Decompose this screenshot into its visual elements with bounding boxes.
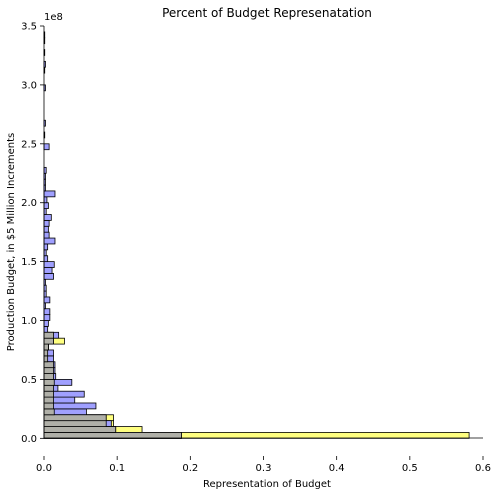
x-tick-label: 0.6 <box>475 463 491 474</box>
y-tick-label: 2.0 <box>21 198 37 209</box>
x-tick-label: 0.3 <box>256 463 272 474</box>
bar-series-1-bin-23 <box>43 296 51 304</box>
bar-series-1-bin-32 <box>43 243 49 251</box>
bar-series-1-bin-27 <box>43 272 54 280</box>
bar-series-1-bin-36 <box>43 219 50 227</box>
x-tick-label: 0.5 <box>402 463 418 474</box>
x-ticks-group: 0.0 0.1 0.2 0.3 0.4 0.5 0.6 <box>36 456 491 474</box>
bar-series-2-bin-8 <box>43 384 54 392</box>
bar-series-1-bin-28 <box>43 267 53 274</box>
bar-series-1-bin-33 <box>43 237 56 245</box>
bar-series-2-bin-0 <box>43 432 182 439</box>
y-tick-label: 2.5 <box>21 139 37 150</box>
bar-series-2-bin-17 <box>43 331 54 339</box>
bar-series-2-bin-7 <box>43 390 54 398</box>
bar-series-1-bin-20 <box>43 314 51 321</box>
bar-series-2-bin-6 <box>43 396 54 404</box>
bar-series-1-bin-29 <box>43 261 55 268</box>
bar-series-1-bin-40 <box>43 196 48 204</box>
bar-series-2-bin-1 <box>43 426 117 433</box>
y-tick-label: 3.5 <box>21 22 37 33</box>
bar-series-2-bin-16 <box>43 337 54 345</box>
bar-series-1-bin-41 <box>43 190 56 198</box>
bar-series-2-bin-15 <box>43 343 49 351</box>
bar-series-2-bin-14 <box>43 349 49 357</box>
y-axis-title: Production Budget, in $5 Million Increme… <box>6 133 17 351</box>
bar-series-1-bin-19 <box>43 320 49 327</box>
bar-series-1-bin-34 <box>43 231 50 239</box>
x-axis-title: Representation of Budget <box>203 479 331 490</box>
bar-series-1-bin-35 <box>43 225 49 233</box>
y-tick-label: 1.0 <box>21 316 37 327</box>
bars-group <box>43 31 470 439</box>
bar-series-2-bin-13 <box>43 355 49 363</box>
x-tick-label: 0.0 <box>36 463 52 474</box>
x-tick-label: 0.4 <box>329 463 345 474</box>
bar-series-2-bin-11 <box>43 367 54 374</box>
bar-series-2-bin-3 <box>43 414 107 422</box>
bar-series-2-bin-9 <box>43 379 55 386</box>
y-ticks-group: 0.0 0.5 1.0 1.5 2.0 2.5 3.0 3.5 <box>21 22 44 445</box>
bar-series-1-bin-30 <box>43 255 49 263</box>
chart-title: Percent of Budget Represenatation <box>162 6 372 20</box>
bar-series-2-bin-12 <box>43 361 54 369</box>
bar-series-2-bin-2 <box>43 420 107 427</box>
bar-series-1-bin-37 <box>43 214 52 221</box>
bar-series-2-bin-5 <box>43 402 54 410</box>
y-tick-label: 0.0 <box>21 434 37 445</box>
bar-series-1-bin-39 <box>43 202 49 210</box>
x-tick-label: 0.2 <box>182 463 198 474</box>
y-tick-label: 3.0 <box>21 80 37 91</box>
bar-series-1-bin-21 <box>43 308 51 316</box>
y-tick-label: 0.5 <box>21 375 37 386</box>
y-tick-label: 1.5 <box>21 257 37 268</box>
bar-series-1-bin-18 <box>43 326 49 333</box>
bar-series-2-bin-4 <box>43 408 55 416</box>
bar-series-1-bin-49 <box>43 143 50 151</box>
bar-series-2-bin-10 <box>43 373 54 380</box>
y-offset-label: 1e8 <box>44 12 63 23</box>
x-tick-label: 0.1 <box>109 463 125 474</box>
